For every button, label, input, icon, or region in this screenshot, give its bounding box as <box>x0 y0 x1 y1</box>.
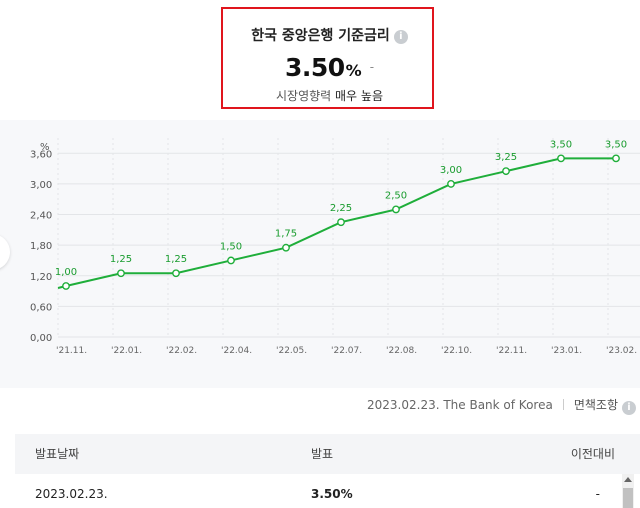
rate-unit: % <box>345 61 362 80</box>
source-row: 2023.02.23. The Bank of Korea 면책조항 i <box>367 396 636 415</box>
rate-value-row: 3.50% - <box>223 53 436 82</box>
y-tick-label: 3,60 <box>30 149 52 160</box>
data-label: 2,50 <box>385 190 407 201</box>
data-label: 2,25 <box>330 203 352 214</box>
data-point <box>502 167 510 176</box>
scroll-thumb[interactable] <box>623 488 633 508</box>
data-label: 1,75 <box>275 229 297 240</box>
header-previous-change: 이전대비 <box>570 447 615 461</box>
scrollbar[interactable] <box>622 474 634 508</box>
data-label: 1,25 <box>165 254 187 265</box>
data-point <box>612 154 620 163</box>
x-tick-label: '22.07. <box>331 346 362 356</box>
data-label: 3,25 <box>495 152 517 163</box>
x-tick-label: '22.05. <box>276 346 307 356</box>
x-tick-label: '23.01. <box>551 346 582 356</box>
y-tick-label: 1,80 <box>30 241 52 252</box>
x-tick-label: '22.02. <box>166 346 197 356</box>
rate-title-row: 한국 중앙은행 기준금리 i <box>223 25 436 45</box>
rate-value: 3.50 <box>284 53 345 82</box>
y-tick-label: 3,00 <box>30 180 52 191</box>
data-label: 1,25 <box>110 254 132 265</box>
data-point <box>557 154 565 163</box>
y-axis-label: % <box>40 142 50 153</box>
highlight-box: 한국 중앙은행 기준금리 i 3.50% - 시장영향력 매우 높음 <box>221 7 434 109</box>
series-line <box>57 157 616 289</box>
x-tick-label: '22.01. <box>111 346 142 356</box>
row-announcement: 3.50% <box>311 487 353 501</box>
y-tick-label: 0,60 <box>30 302 52 313</box>
data-label: 3,50 <box>550 139 572 150</box>
y-tick-label: 1,20 <box>30 272 52 283</box>
y-tick-label: 0,00 <box>30 333 52 344</box>
scroll-up-arrow[interactable] <box>624 477 632 482</box>
row-date: 2023.02.23. <box>35 487 108 501</box>
market-impact-prefix: 시장영향력 <box>276 89 336 103</box>
x-tick-label: '22.04. <box>221 346 252 356</box>
data-point <box>447 180 455 188</box>
data-point <box>117 269 125 278</box>
announcement-table: 발표날짜 발표 이전대비 2023.02.23. 3.50% - <box>15 434 640 508</box>
header-announcement: 발표 <box>311 447 334 461</box>
disclaimer-info-icon[interactable]: i <box>622 401 636 415</box>
data-label: 1,00 <box>55 267 77 278</box>
row-previous-change: - <box>595 487 600 501</box>
rate-chart: 0,00 0,60 1,20 1,80 2,40 3,00 3,60% '21.11. '22.… <box>0 120 640 388</box>
disclaimer-link[interactable]: 면책조항 <box>573 398 618 412</box>
x-tick-label: '22.08. <box>386 346 417 356</box>
table-row: 2023.02.23. 3.50% - <box>15 474 640 508</box>
rate-title: 한국 중앙은행 기준금리 <box>251 28 390 44</box>
data-point <box>172 269 180 278</box>
x-tick-label: '22.10. <box>441 346 472 356</box>
y-tick-label: 2,40 <box>30 211 52 222</box>
market-impact-level: 매우 높음 <box>335 89 383 103</box>
data-label: 3,50 <box>605 139 627 150</box>
data-point <box>62 282 70 290</box>
header-date: 발표날짜 <box>35 447 80 461</box>
data-point <box>392 205 400 214</box>
x-tick-label: '21.11. <box>56 346 87 356</box>
source-divider <box>562 399 564 410</box>
rate-header: 한국 중앙은행 기준금리 i 3.50% - 시장영향력 매우 높음 <box>0 0 640 118</box>
table-header: 발표날짜 발표 이전대비 <box>15 434 640 474</box>
data-label: 1,50 <box>220 241 242 252</box>
info-icon[interactable]: i <box>393 30 408 44</box>
chart-scroll-handle[interactable] <box>0 234 10 270</box>
data-label: 3,00 <box>440 165 462 176</box>
data-point <box>337 218 345 227</box>
data-point <box>282 243 290 252</box>
x-tick-label: '22.11. <box>496 346 527 356</box>
rate-change: - <box>369 60 375 74</box>
data-point <box>227 256 235 265</box>
market-impact: 시장영향력 매우 높음 <box>223 87 436 104</box>
source-text: 2023.02.23. The Bank of Korea <box>367 398 553 412</box>
x-tick-label: '23.02. <box>606 346 637 356</box>
line-chart: 0,00 0,60 1,20 1,80 2,40 3,00 3,60% '21.11. '22.… <box>30 138 640 356</box>
